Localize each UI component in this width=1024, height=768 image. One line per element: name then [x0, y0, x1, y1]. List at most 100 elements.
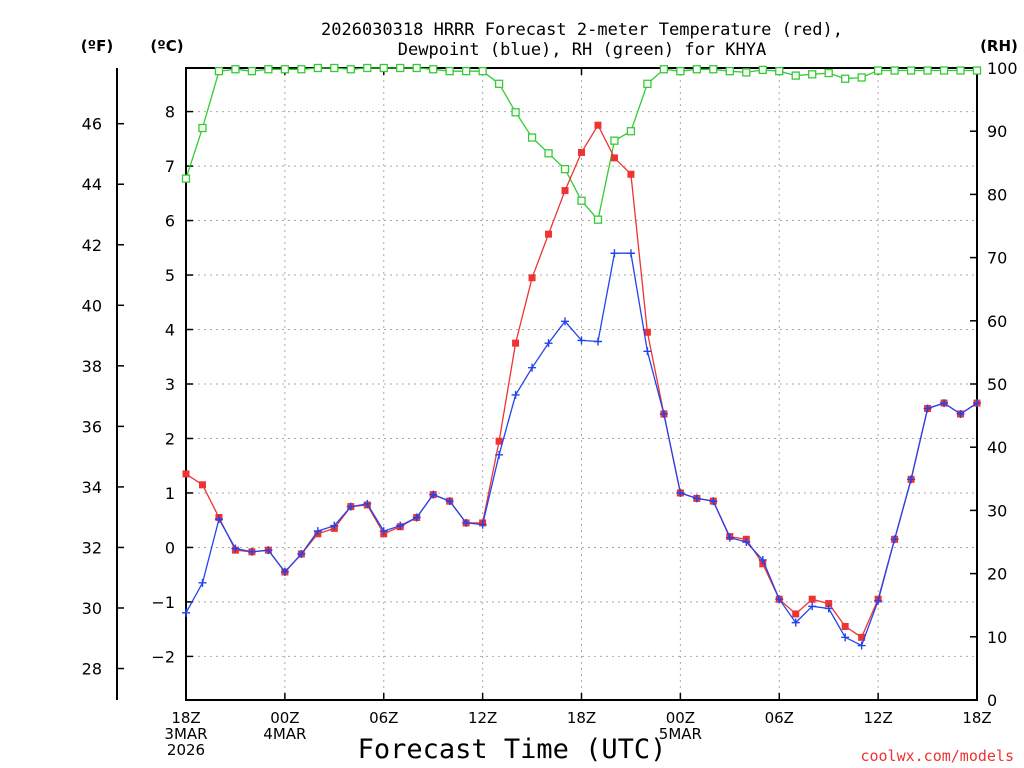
dewpoint-point — [445, 497, 454, 506]
rh-point — [791, 71, 800, 80]
rh-point — [725, 67, 734, 76]
rh-tick-label: 0 — [987, 691, 997, 710]
rh-point — [396, 63, 405, 73]
dewpoint-point — [198, 578, 207, 587]
fahrenheit-tick-label: 40 — [82, 296, 102, 315]
fahrenheit-unit-label: (ºF) — [81, 37, 113, 55]
rh-point — [890, 66, 899, 75]
series-dewpoint — [182, 249, 981, 650]
rh-point — [824, 68, 833, 78]
x-tick-label: 18Z — [171, 709, 200, 727]
dewpoint-point — [643, 347, 652, 356]
dewpoint-point — [973, 399, 981, 408]
dewpoint-point — [791, 618, 800, 627]
fahrenheit-tick-label: 46 — [82, 115, 102, 134]
celsius-tick-label: 5 — [165, 266, 175, 285]
rh-tick-label: 30 — [987, 501, 1007, 520]
tick-labels: −2−1012345678283032343638404244460102030… — [82, 59, 1018, 759]
temperature-point — [858, 633, 866, 641]
dewpoint-point — [544, 339, 553, 348]
celsius-tick-label: 3 — [165, 375, 175, 394]
x-tick-label: 4MAR — [263, 725, 306, 743]
rh-point — [544, 149, 553, 158]
rh-point — [593, 215, 603, 224]
rh-point — [758, 65, 767, 75]
dewpoint-point — [923, 404, 932, 413]
dewpoint-point — [758, 555, 767, 564]
x-tick-label: 06Z — [765, 709, 794, 727]
dewpoint-point — [379, 527, 388, 536]
rh-point — [873, 66, 883, 75]
x-axis-label: Forecast Time (UTC) — [358, 734, 667, 765]
x-tick-label: 12Z — [863, 709, 892, 727]
temperature-point — [792, 610, 800, 618]
rh-point — [198, 123, 207, 133]
grid-lines — [186, 68, 977, 700]
data-series — [181, 63, 982, 650]
dewpoint-point — [610, 249, 619, 258]
temperature-point — [578, 148, 585, 156]
rh-unit-label: (RH) — [980, 37, 1018, 55]
temperature-point — [495, 437, 503, 445]
temperature-point — [825, 600, 833, 608]
dewpoint-point — [824, 604, 833, 613]
x-tick-label: 2026 — [167, 741, 205, 759]
celsius-tick-label: 8 — [165, 103, 175, 122]
fahrenheit-tick-label: 36 — [82, 417, 102, 436]
chart-title-line-2: Dewpoint (blue), RH (green) for KHYA — [398, 40, 766, 60]
rh-point — [972, 66, 982, 75]
temperature-point — [545, 230, 553, 238]
temperature-point — [198, 481, 206, 489]
temperature-point — [841, 622, 849, 630]
dewpoint-point — [890, 535, 899, 544]
dewpoint-point — [692, 494, 701, 503]
fahrenheit-tick-label: 34 — [82, 478, 102, 497]
celsius-tick-label: 7 — [165, 157, 175, 176]
x-tick-label: 18Z — [962, 709, 991, 727]
dewpoint-point — [659, 409, 668, 418]
rh-point — [676, 67, 685, 76]
temperature-point — [610, 154, 618, 162]
rh-point — [692, 65, 702, 74]
rh-point — [363, 63, 372, 73]
rh-point — [346, 65, 355, 74]
dewpoint-point — [396, 521, 405, 530]
dewpoint-point — [247, 547, 256, 556]
rh-tick-label: 80 — [987, 185, 1007, 204]
chart-title-line-1: 2026030318 HRRR Forecast 2-meter Tempera… — [321, 20, 843, 40]
dewpoint-point — [280, 567, 289, 576]
celsius-tick-label: −2 — [151, 647, 175, 666]
celsius-tick-label: 0 — [165, 538, 175, 557]
dewpoint-point — [495, 450, 504, 459]
dewpoint-point — [956, 409, 965, 418]
rh-point — [527, 133, 537, 142]
rh-point — [956, 66, 965, 75]
x-tick-label: 18Z — [567, 709, 596, 727]
dewpoint-point — [593, 337, 602, 346]
temperature-point — [528, 274, 536, 282]
dewpoint-point — [841, 633, 850, 642]
dewpoint-point — [511, 390, 520, 399]
rh-point — [429, 65, 438, 74]
rh-point — [857, 73, 866, 82]
dewpoint-point — [626, 249, 635, 258]
rh-tick-label: 60 — [987, 312, 1007, 331]
series-rh — [181, 63, 982, 224]
dewpoint-point — [313, 527, 322, 536]
temperature-point — [561, 187, 569, 195]
celsius-tick-label: 2 — [165, 429, 175, 448]
dewpoint-point — [709, 497, 718, 506]
rh-point — [659, 65, 669, 74]
dewpoint-point — [264, 546, 273, 555]
rh-point — [709, 65, 718, 74]
rh-point — [939, 66, 949, 75]
dewpoint-point — [214, 515, 223, 524]
temperature-point — [808, 595, 816, 603]
rh-point — [742, 68, 751, 77]
dewpoint-point — [676, 488, 685, 497]
dewpoint-point — [808, 602, 817, 611]
rh-point — [560, 164, 570, 174]
rh-point — [577, 196, 586, 205]
fahrenheit-tick-label: 30 — [82, 599, 102, 618]
